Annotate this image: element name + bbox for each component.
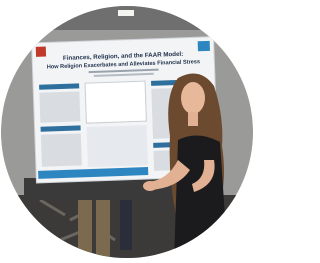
photo: Finances, Religion, and the FAAR Model: … — [0, 0, 254, 263]
person-leg — [96, 198, 110, 258]
person-leg — [78, 198, 92, 258]
section-text — [41, 133, 82, 166]
table — [87, 125, 148, 167]
poster-logo — [36, 47, 46, 57]
face — [181, 82, 205, 114]
person-leg — [120, 200, 132, 250]
section-text — [39, 91, 80, 122]
neck — [188, 112, 198, 126]
dress — [174, 135, 228, 262]
ceiling-light — [118, 10, 134, 16]
hand — [143, 181, 157, 191]
photo-content: Finances, Religion, and the FAAR Model: … — [0, 0, 254, 263]
figure — [85, 81, 146, 123]
poster-logo — [198, 41, 210, 51]
page: {"poster": {"title": "Finances, Religion… — [0, 0, 254, 263]
